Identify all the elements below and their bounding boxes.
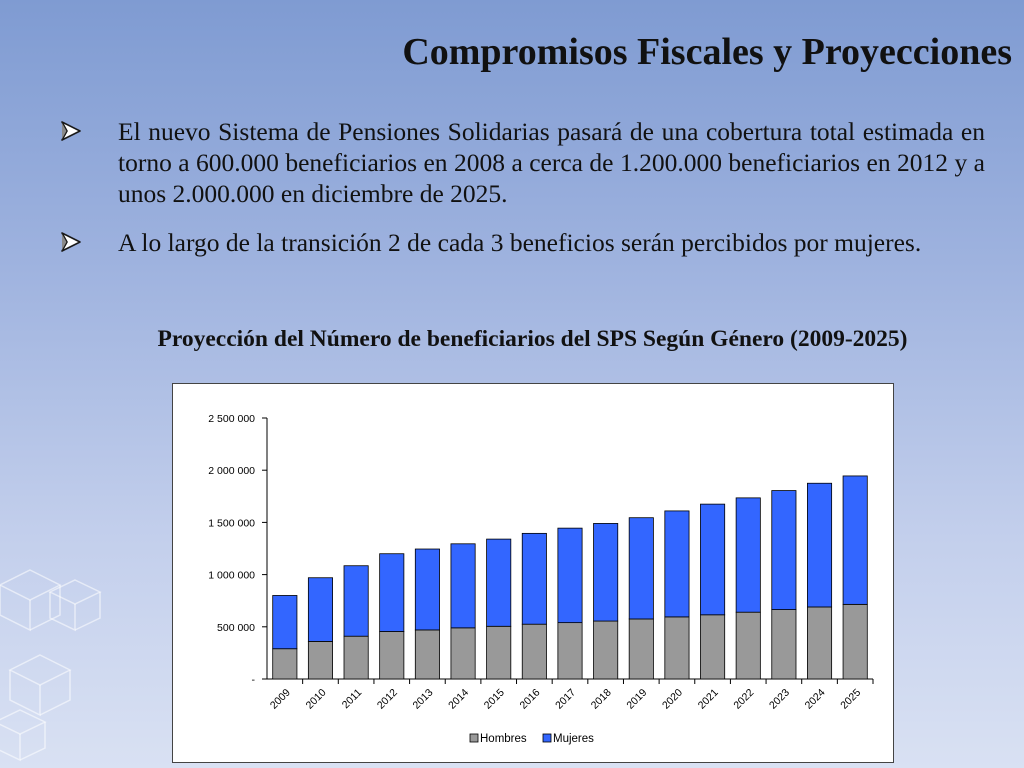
bar-hombres-2024	[807, 606, 833, 680]
legend-swatch-hombres	[469, 733, 479, 743]
legend-label-mujeres: Mujeres	[553, 733, 594, 745]
bar-hombres-2018	[593, 620, 619, 680]
bar-hombres-2019	[628, 618, 654, 680]
bar-hombres-2020	[664, 616, 690, 680]
bar-mujeres-2013	[414, 548, 440, 631]
bar-mujeres-2016	[521, 532, 547, 625]
bar-mujeres-2023	[771, 490, 797, 610]
bar-hombres-2025	[842, 603, 868, 680]
y-tick-label: 2 000 000	[208, 465, 255, 477]
x-tick-label: 2022	[731, 687, 756, 712]
y-tick-label: 500 000	[217, 622, 255, 634]
x-tick-label: 2016	[517, 687, 542, 712]
y-tick-label: 2 500 000	[208, 413, 255, 425]
x-tick-label: 2012	[375, 687, 400, 712]
x-tick-label: 2010	[304, 687, 329, 712]
bar-mujeres-2017	[557, 527, 583, 624]
bar-hombres-2015	[486, 625, 512, 680]
stacked-bar-chart: - 500 000 1 000 000 1 500 000 2 000 000 2 500…	[208, 413, 874, 745]
bar-mujeres-2021	[700, 503, 726, 616]
bar-hombres-2021	[700, 614, 726, 680]
bar-mujeres-2020	[664, 510, 690, 618]
bar-hombres-2022	[735, 611, 761, 680]
bullet-text: El nuevo Sistema de Pensiones Solidarias…	[118, 117, 985, 208]
bar-hombres-2012	[379, 631, 405, 680]
bar-hombres-2016	[521, 623, 547, 680]
y-tick-label: -	[252, 674, 256, 686]
bar-mujeres-2024	[807, 482, 833, 608]
x-tick-label: 2024	[803, 687, 828, 712]
bar-mujeres-2009	[272, 595, 298, 650]
x-tick-label: 2013	[411, 687, 436, 712]
x-tick-label: 2009	[268, 687, 293, 712]
bar-mujeres-2015	[486, 538, 512, 627]
x-tick-label: 2020	[660, 687, 685, 712]
x-tick-label: 2018	[589, 687, 614, 712]
bullet-item: A lo largo de la transición 2 de cada 3 …	[60, 227, 985, 258]
bullet-text: A lo largo de la transición 2 de cada 3 …	[118, 228, 922, 257]
x-tick-label: 2019	[624, 687, 649, 712]
bar-mujeres-2014	[450, 543, 476, 629]
x-tick-label: 2011	[340, 687, 365, 712]
bar-hombres-2017	[557, 622, 583, 680]
arrow-bullet-icon	[61, 121, 81, 141]
y-tick-label: 1 500 000	[208, 517, 255, 529]
bar-hombres-2013	[414, 629, 440, 680]
bullet-item: El nuevo Sistema de Pensiones Solidarias…	[60, 116, 985, 209]
bar-hombres-2014	[450, 627, 476, 680]
x-tick-label: 2017	[553, 687, 578, 712]
x-tick-label: 2014	[446, 687, 471, 712]
bar-hombres-2023	[771, 609, 797, 680]
bar-hombres-2011	[343, 635, 369, 680]
chart-title: Proyección del Número de beneficiarios d…	[157, 326, 908, 352]
decorative-cubes	[0, 569, 102, 762]
legend-swatch-mujeres	[542, 733, 552, 743]
x-tick-label: 2015	[482, 687, 507, 712]
x-tick-label: 2025	[838, 687, 863, 712]
bar-mujeres-2025	[842, 475, 868, 605]
bar-hombres-2009	[272, 648, 298, 680]
bar-mujeres-2022	[735, 497, 761, 613]
bar-mujeres-2019	[628, 517, 654, 620]
bar-mujeres-2018	[593, 523, 619, 622]
bar-hombres-2010	[307, 641, 333, 680]
slide-title: Compromisos Fiscales y Proyecciones	[402, 31, 1012, 73]
x-tick-label: 2021	[696, 687, 721, 712]
bar-mujeres-2012	[379, 553, 405, 632]
arrow-bullet-icon	[61, 232, 81, 252]
bar-mujeres-2010	[307, 577, 333, 642]
x-tick-label: 2023	[767, 687, 792, 712]
chart-frame: - 500 000 1 000 000 1 500 000 2 000 000 2 500…	[172, 383, 894, 763]
legend-label-hombres: Hombres	[480, 733, 527, 745]
bar-mujeres-2011	[343, 565, 369, 637]
y-tick-label: 1 000 000	[208, 570, 255, 582]
bullet-list: El nuevo Sistema de Pensiones Solidarias…	[60, 116, 985, 276]
